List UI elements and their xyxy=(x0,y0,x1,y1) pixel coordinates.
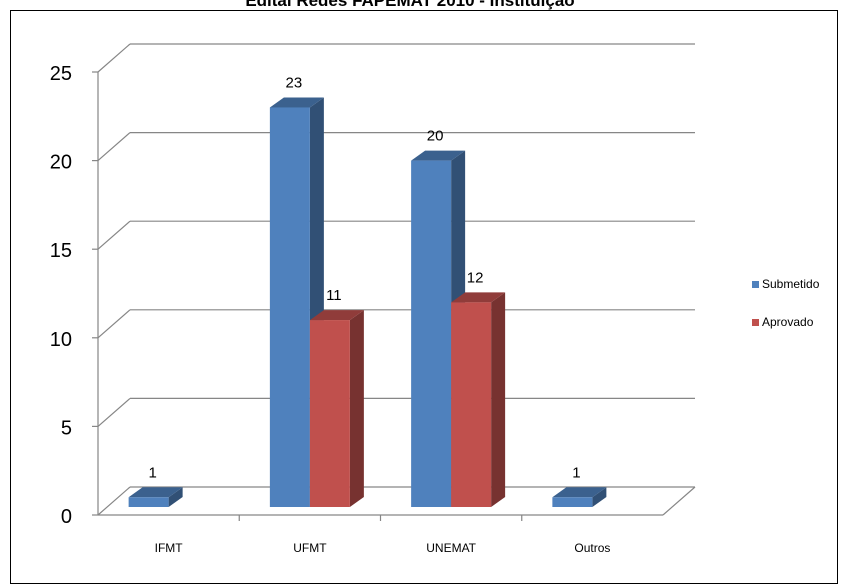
y-tick-label: 0 xyxy=(61,506,72,528)
bar-front xyxy=(269,107,310,507)
axes xyxy=(92,71,696,521)
data-label-aprovado-unemat: 12 xyxy=(467,269,484,286)
bar-front xyxy=(309,320,350,507)
bar-front xyxy=(128,497,169,507)
bar-aprovado-ufmt xyxy=(309,310,364,507)
data-label-aprovado-ufmt: 11 xyxy=(326,287,342,304)
legend-swatch-aprovado xyxy=(752,318,759,326)
bar-top xyxy=(309,310,364,321)
bar-submetido-ifmt xyxy=(128,487,183,507)
x-tick-label-unemat: UNEMAT xyxy=(426,541,476,555)
bar-top xyxy=(411,150,466,161)
y-tick-label: 5 xyxy=(61,417,72,439)
bar-front xyxy=(411,160,452,507)
data-label-submetido-ifmt: 1 xyxy=(148,464,156,481)
bar-top xyxy=(552,487,607,498)
bar-side xyxy=(168,487,183,507)
gridline-side-20 xyxy=(97,132,131,162)
gridline-side-10 xyxy=(97,309,131,339)
bar-front xyxy=(451,302,492,507)
x-tick-label-ufmt: UFMT xyxy=(293,541,327,555)
bars xyxy=(128,97,607,507)
data-label-submetido-outros: 1 xyxy=(572,464,580,481)
legend: Submetido Aprovado xyxy=(752,276,819,352)
bar-top xyxy=(128,487,183,498)
legend-swatch-submetido xyxy=(752,280,759,288)
bar-side xyxy=(349,310,364,507)
x-tick-label-outros: Outros xyxy=(574,541,610,555)
y-tick-label: 25 xyxy=(50,63,72,85)
labels: 0 5 10 15 20 25 IFMT UFMT UNEMAT Outros 1 23 11 20 12 1 xyxy=(50,63,611,555)
data-label-submetido-ufmt: 23 xyxy=(286,74,303,91)
y-tick-label: 10 xyxy=(50,329,72,351)
chart-title: Edital Redes FAPEMAT 2010 - Instituição xyxy=(245,0,575,10)
bar-side xyxy=(491,292,506,507)
legend-item-submetido: Submetido xyxy=(752,276,819,292)
gridline-side-5 xyxy=(97,397,131,427)
x-tick-label-ifmt: IFMT xyxy=(155,541,184,555)
legend-label-submetido: Submetido xyxy=(762,277,820,291)
y-tick-label: 15 xyxy=(50,240,72,262)
floor-left-edge xyxy=(97,486,131,516)
floor-right-edge xyxy=(662,486,696,516)
bar-top xyxy=(451,292,506,303)
legend-item-aprovado: Aprovado xyxy=(752,314,819,330)
data-label-submetido-unemat: 20 xyxy=(427,128,444,145)
gridlines xyxy=(97,43,695,427)
y-tick-label: 20 xyxy=(50,152,72,174)
gridline-side-25 xyxy=(97,43,131,73)
bar-front xyxy=(552,497,593,507)
bar-top xyxy=(269,97,324,108)
chart-border xyxy=(10,10,838,584)
bar-aprovado-unemat xyxy=(451,292,506,507)
legend-label-aprovado: Aprovado xyxy=(762,315,814,329)
bar-side xyxy=(592,487,607,507)
bar-submetido-outros xyxy=(552,487,607,507)
gridline-side-15 xyxy=(97,220,131,250)
